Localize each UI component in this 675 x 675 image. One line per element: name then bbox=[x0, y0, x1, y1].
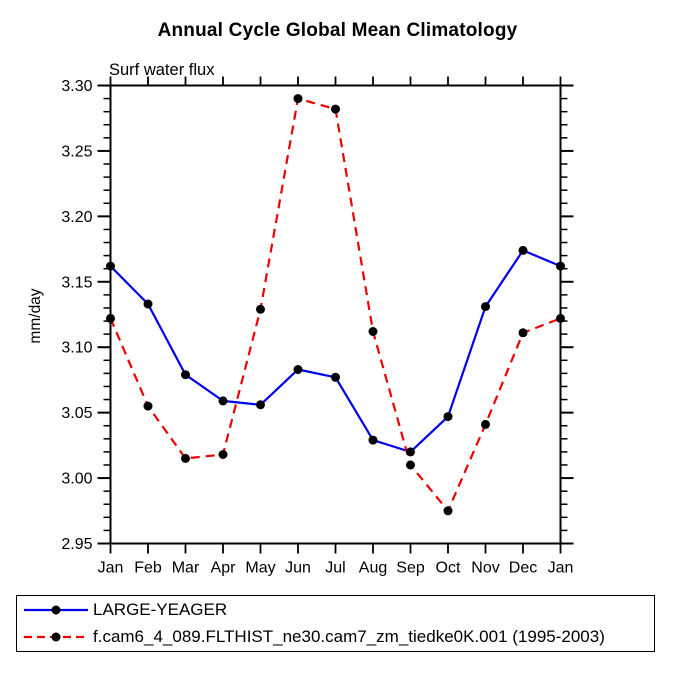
svg-text:3.10: 3.10 bbox=[61, 340, 92, 357]
svg-text:Apr: Apr bbox=[211, 560, 237, 577]
svg-text:Sep: Sep bbox=[396, 560, 425, 577]
svg-text:Feb: Feb bbox=[134, 560, 162, 577]
svg-text:May: May bbox=[245, 560, 275, 577]
svg-text:Nov: Nov bbox=[471, 560, 499, 577]
page-title: Annual Cycle Global Mean Climatology bbox=[157, 20, 518, 41]
legend-item-large-yeager: LARGE-YEAGER bbox=[17, 597, 654, 623]
svg-text:3.05: 3.05 bbox=[61, 405, 92, 422]
svg-text:Mar: Mar bbox=[172, 560, 200, 577]
svg-text:2.95: 2.95 bbox=[61, 536, 92, 553]
svg-text:3.30: 3.30 bbox=[61, 78, 92, 95]
svg-text:3.15: 3.15 bbox=[61, 274, 92, 291]
legend-item-model-run: f.cam6_4_089.FLTHIST_ne30.cam7_zm_tiedke… bbox=[17, 624, 654, 650]
svg-text:Jan: Jan bbox=[98, 560, 124, 577]
svg-text:3.25: 3.25 bbox=[61, 143, 92, 160]
plot-area: 2.95 3.00 3.05 3.10 3.15 3.20 3.25 3.30 Jan Feb Ma… bbox=[61, 76, 574, 577]
svg-text:Aug: Aug bbox=[359, 560, 387, 577]
dashed-line-marker-icon bbox=[24, 632, 88, 642]
svg-text:Dec: Dec bbox=[509, 560, 537, 577]
svg-text:Jan: Jan bbox=[548, 560, 574, 577]
legend-box: LARGE-YEAGER f.cam6_4_089.FLTHIST_ne30.c… bbox=[16, 595, 655, 652]
solid-line-marker-icon bbox=[24, 605, 88, 615]
svg-text:Jul: Jul bbox=[325, 560, 345, 577]
svg-text:3.20: 3.20 bbox=[61, 209, 92, 226]
chart-subtitle: Surf water flux bbox=[109, 61, 215, 79]
svg-text:Jun: Jun bbox=[285, 560, 311, 577]
legend-label: f.cam6_4_089.FLTHIST_ne30.cam7_zm_tiedke… bbox=[93, 627, 605, 646]
svg-text:Oct: Oct bbox=[436, 560, 461, 577]
legend-label: LARGE-YEAGER bbox=[93, 600, 228, 619]
svg-text:3.00: 3.00 bbox=[61, 471, 92, 488]
